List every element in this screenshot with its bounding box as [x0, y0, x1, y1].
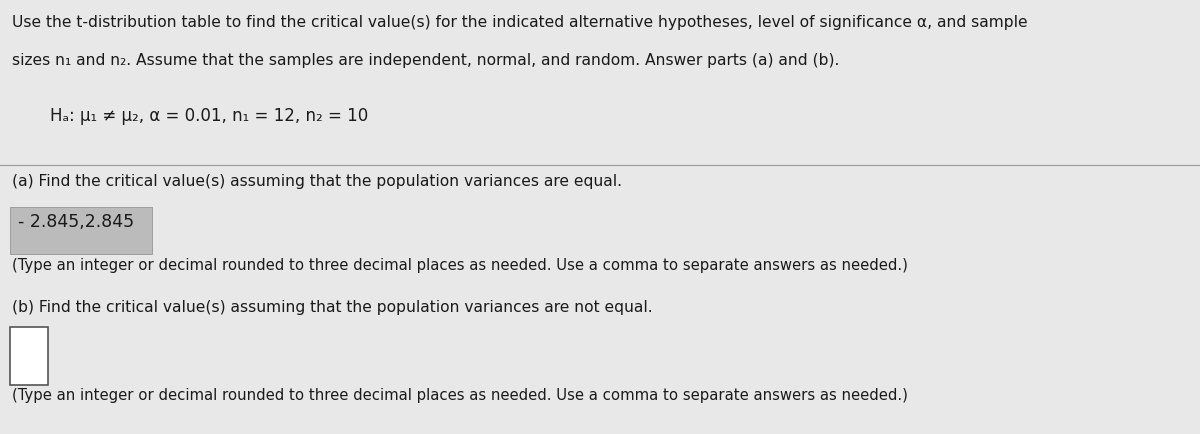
Text: Use the t-distribution table to find the critical value(s) for the indicated alt: Use the t-distribution table to find the…	[12, 15, 1027, 30]
Text: (Type an integer or decimal rounded to three decimal places as needed. Use a com: (Type an integer or decimal rounded to t…	[12, 387, 908, 402]
Text: Hₐ: μ₁ ≠ μ₂, α = 0.01, n₁ = 12, n₂ = 10: Hₐ: μ₁ ≠ μ₂, α = 0.01, n₁ = 12, n₂ = 10	[50, 106, 368, 124]
FancyBboxPatch shape	[10, 327, 48, 385]
Text: (a) Find the critical value(s) assuming that the population variances are equal.: (a) Find the critical value(s) assuming …	[12, 174, 622, 188]
Text: (b) Find the critical value(s) assuming that the population variances are not eq: (b) Find the critical value(s) assuming …	[12, 299, 653, 314]
Text: sizes n₁ and n₂. Assume that the samples are independent, normal, and random. An: sizes n₁ and n₂. Assume that the samples…	[12, 53, 839, 68]
FancyBboxPatch shape	[10, 207, 152, 255]
Text: (Type an integer or decimal rounded to three decimal places as needed. Use a com: (Type an integer or decimal rounded to t…	[12, 257, 908, 272]
Text: - 2.845,2.845: - 2.845,2.845	[18, 213, 134, 230]
